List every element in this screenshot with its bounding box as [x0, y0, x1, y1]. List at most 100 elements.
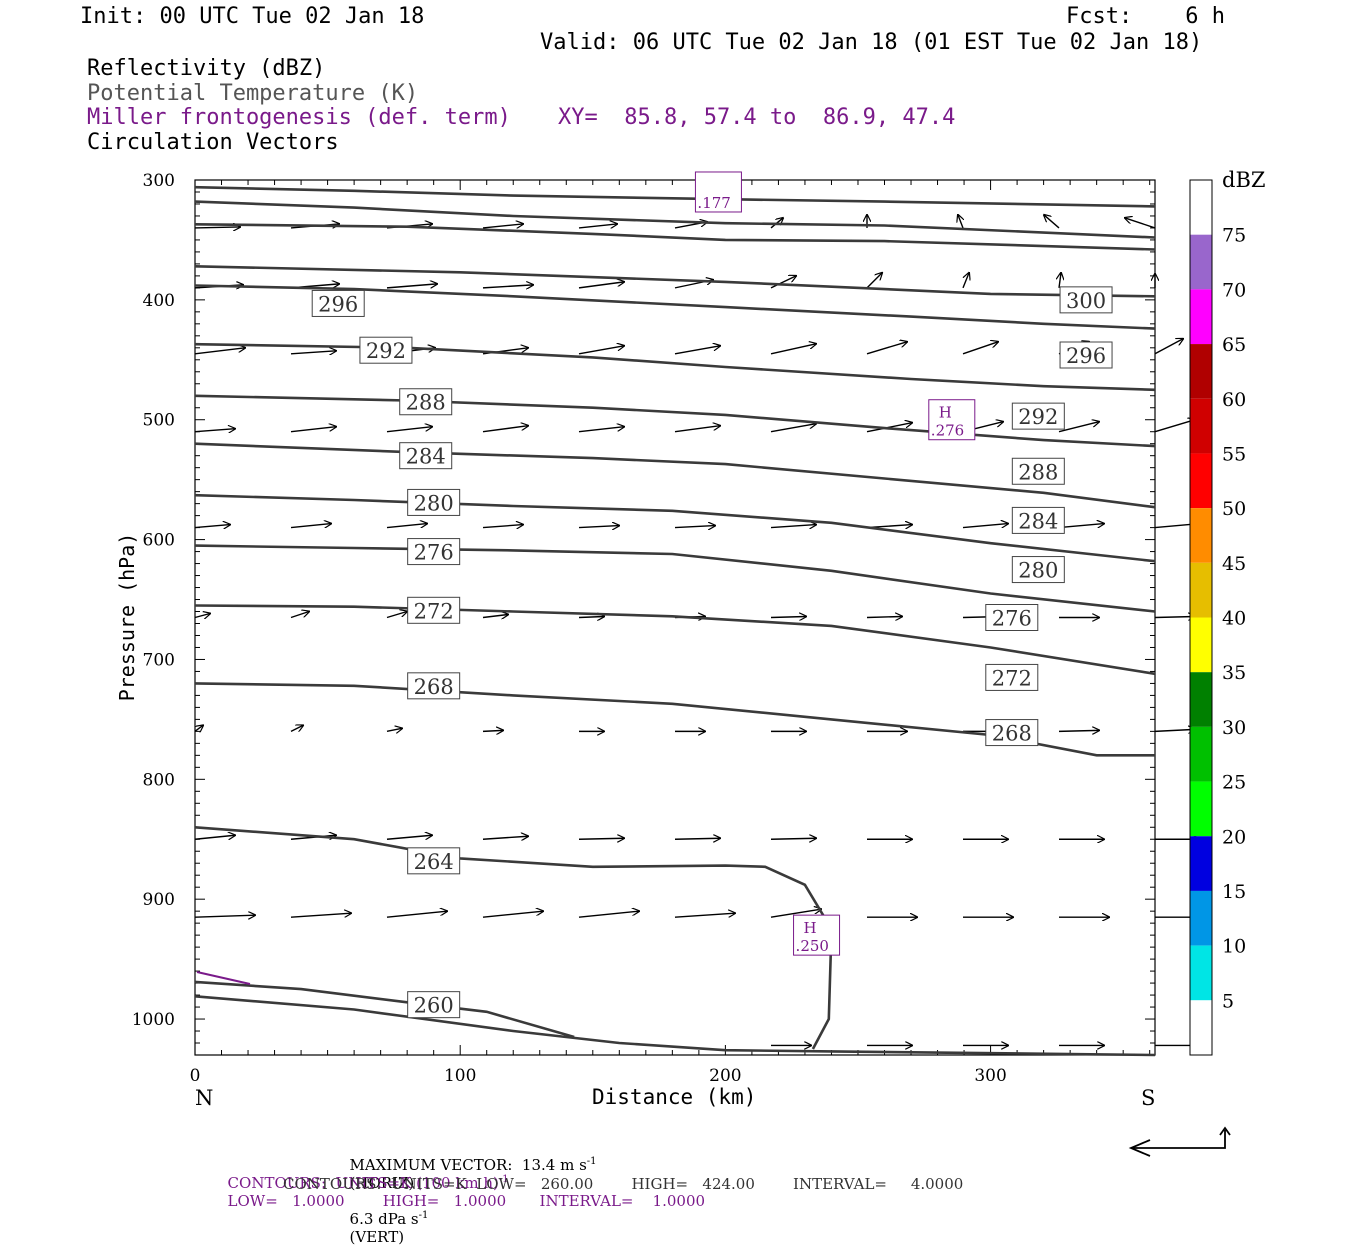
- x-tick-label: 0: [190, 1066, 201, 1086]
- svg-text:284: 284: [1018, 509, 1058, 533]
- svg-text:276: 276: [992, 607, 1032, 631]
- circulation-vector: [674, 838, 720, 839]
- circulation-vector: [674, 526, 715, 528]
- circulation-vector: [386, 284, 437, 289]
- svg-text:292: 292: [1018, 405, 1058, 429]
- svg-text:260: 260: [414, 994, 454, 1018]
- cross-section-plot: 0 100 200 300 300 400 500 600 700 800 900 1000 300 2…: [132, 171, 1246, 1157]
- circulation-vector: [482, 426, 528, 433]
- theta-contour-288: [194, 394, 1156, 448]
- colorbar-level-label: 20: [1222, 826, 1246, 848]
- circulation-vector: [194, 429, 235, 432]
- circulation-vector: [1154, 617, 1195, 618]
- frontogenesis-max: H.250: [793, 914, 841, 956]
- frontogenesis-max: H.276: [928, 399, 976, 441]
- circulation-vector: [962, 524, 1008, 529]
- north-label: N: [195, 1086, 214, 1110]
- circulation-vector: [674, 346, 720, 355]
- theta-label-276: 276: [407, 538, 461, 566]
- x-tick-label: 200: [709, 1066, 741, 1086]
- theta-label-272: 272: [407, 596, 461, 624]
- colorbar-segment: [1190, 180, 1212, 235]
- circulation-vector: [482, 836, 528, 839]
- y-tick-label: 400: [143, 291, 175, 311]
- colorbar-level-label: 60: [1222, 389, 1246, 411]
- field-potential-temperature: Potential Temperature (K): [87, 81, 419, 106]
- circulation-vector: [578, 838, 624, 839]
- colorbar-segment: [1190, 344, 1212, 399]
- circulation-vector: [482, 615, 508, 618]
- theta-label-288: 288: [1011, 457, 1065, 485]
- theta-contour-264: [194, 826, 833, 1050]
- svg-text:296: 296: [1066, 344, 1106, 368]
- circulation-vector: [770, 838, 816, 839]
- svg-text:276: 276: [414, 541, 454, 565]
- circulation-vector: [194, 348, 245, 355]
- y-tick-label: 800: [143, 770, 175, 790]
- theta-label-268: 268: [985, 719, 1039, 747]
- y-tick-label: 900: [143, 890, 175, 910]
- svg-text:272: 272: [992, 666, 1032, 690]
- x-tick-label: 100: [444, 1066, 476, 1086]
- theta-label-292: 292: [1011, 402, 1065, 430]
- circulation-vector: [290, 725, 303, 731]
- theta-contour-296: [194, 284, 1156, 330]
- colorbar-level-label: 30: [1222, 717, 1246, 739]
- circulation-vector: [386, 728, 402, 731]
- colorbar-segment: [1190, 726, 1212, 782]
- theta-label-292: 292: [359, 336, 413, 364]
- circulation-vector: [770, 525, 816, 528]
- theta-contour-unlabeled: [194, 265, 1156, 298]
- svg-text:268: 268: [992, 722, 1032, 746]
- circulation-vector: [194, 614, 210, 618]
- colorbar-level-label: 25: [1222, 772, 1246, 794]
- theta-label-276: 276: [985, 604, 1039, 631]
- valid-time: Valid: 06 UTC Tue 02 Jan 18 (01 EST Tue …: [540, 30, 1203, 55]
- theta-label-300: 300: [1059, 286, 1113, 314]
- colorbar-segment: [1190, 289, 1212, 345]
- circulation-vector: [482, 224, 523, 229]
- colorbar-level-label: 55: [1222, 443, 1246, 465]
- y-tick-label: 700: [143, 650, 175, 670]
- theta-contour-unlabeled: [194, 200, 1156, 239]
- circulation-vector: [386, 911, 447, 918]
- theta-contour-276: [194, 544, 1156, 613]
- circulation-vector: [578, 427, 624, 433]
- circulation-vector: [1058, 524, 1104, 529]
- colorbar-level-label: 70: [1222, 279, 1246, 301]
- colorbar-level-label: 5: [1222, 990, 1234, 1012]
- colorbar-segment: [1190, 781, 1212, 837]
- frontogenesis-contour: [196, 971, 251, 985]
- circulation-vector: [962, 273, 969, 289]
- svg-text:268: 268: [414, 675, 454, 699]
- reference-vector-arrow: [1128, 1126, 1231, 1157]
- circulation-vector: [578, 224, 617, 228]
- svg-text:.276: .276: [931, 422, 964, 440]
- circulation-vector: [1044, 215, 1060, 229]
- circulation-vector: [1058, 730, 1099, 731]
- field-reflectivity: Reflectivity (dBZ): [87, 56, 326, 81]
- circulation-vector: [962, 342, 998, 355]
- colorbar-segment: [1190, 562, 1212, 618]
- svg-text:288: 288: [406, 391, 446, 415]
- colorbar-segment: [1190, 234, 1212, 290]
- circulation-vector: [866, 273, 882, 289]
- svg-text:272: 272: [414, 599, 454, 623]
- circulation-vector: [578, 346, 624, 355]
- circulation-vector: [194, 227, 240, 228]
- circulation-vector: [578, 282, 624, 289]
- colorbar-level-label: 50: [1222, 498, 1246, 520]
- colorbar-level-label: 15: [1222, 881, 1246, 903]
- theta-label-284: 284: [1011, 506, 1065, 534]
- theta-contour-info: CONTOURS: UNITS=K LOW= 260.00 HIGH= 424.…: [283, 1175, 964, 1193]
- circulation-vector: [386, 612, 407, 619]
- circulation-vector: [578, 911, 639, 918]
- theta-contour-268: [194, 682, 1155, 757]
- svg-text:296: 296: [318, 292, 358, 316]
- circulation-vector: [482, 911, 543, 918]
- colorbar-segment: [1190, 1000, 1212, 1055]
- colorbar-segment: [1190, 945, 1212, 1001]
- colorbar-level-label: 35: [1222, 662, 1246, 684]
- circulation-vector: [866, 617, 902, 618]
- colorbar-segment: [1190, 890, 1212, 946]
